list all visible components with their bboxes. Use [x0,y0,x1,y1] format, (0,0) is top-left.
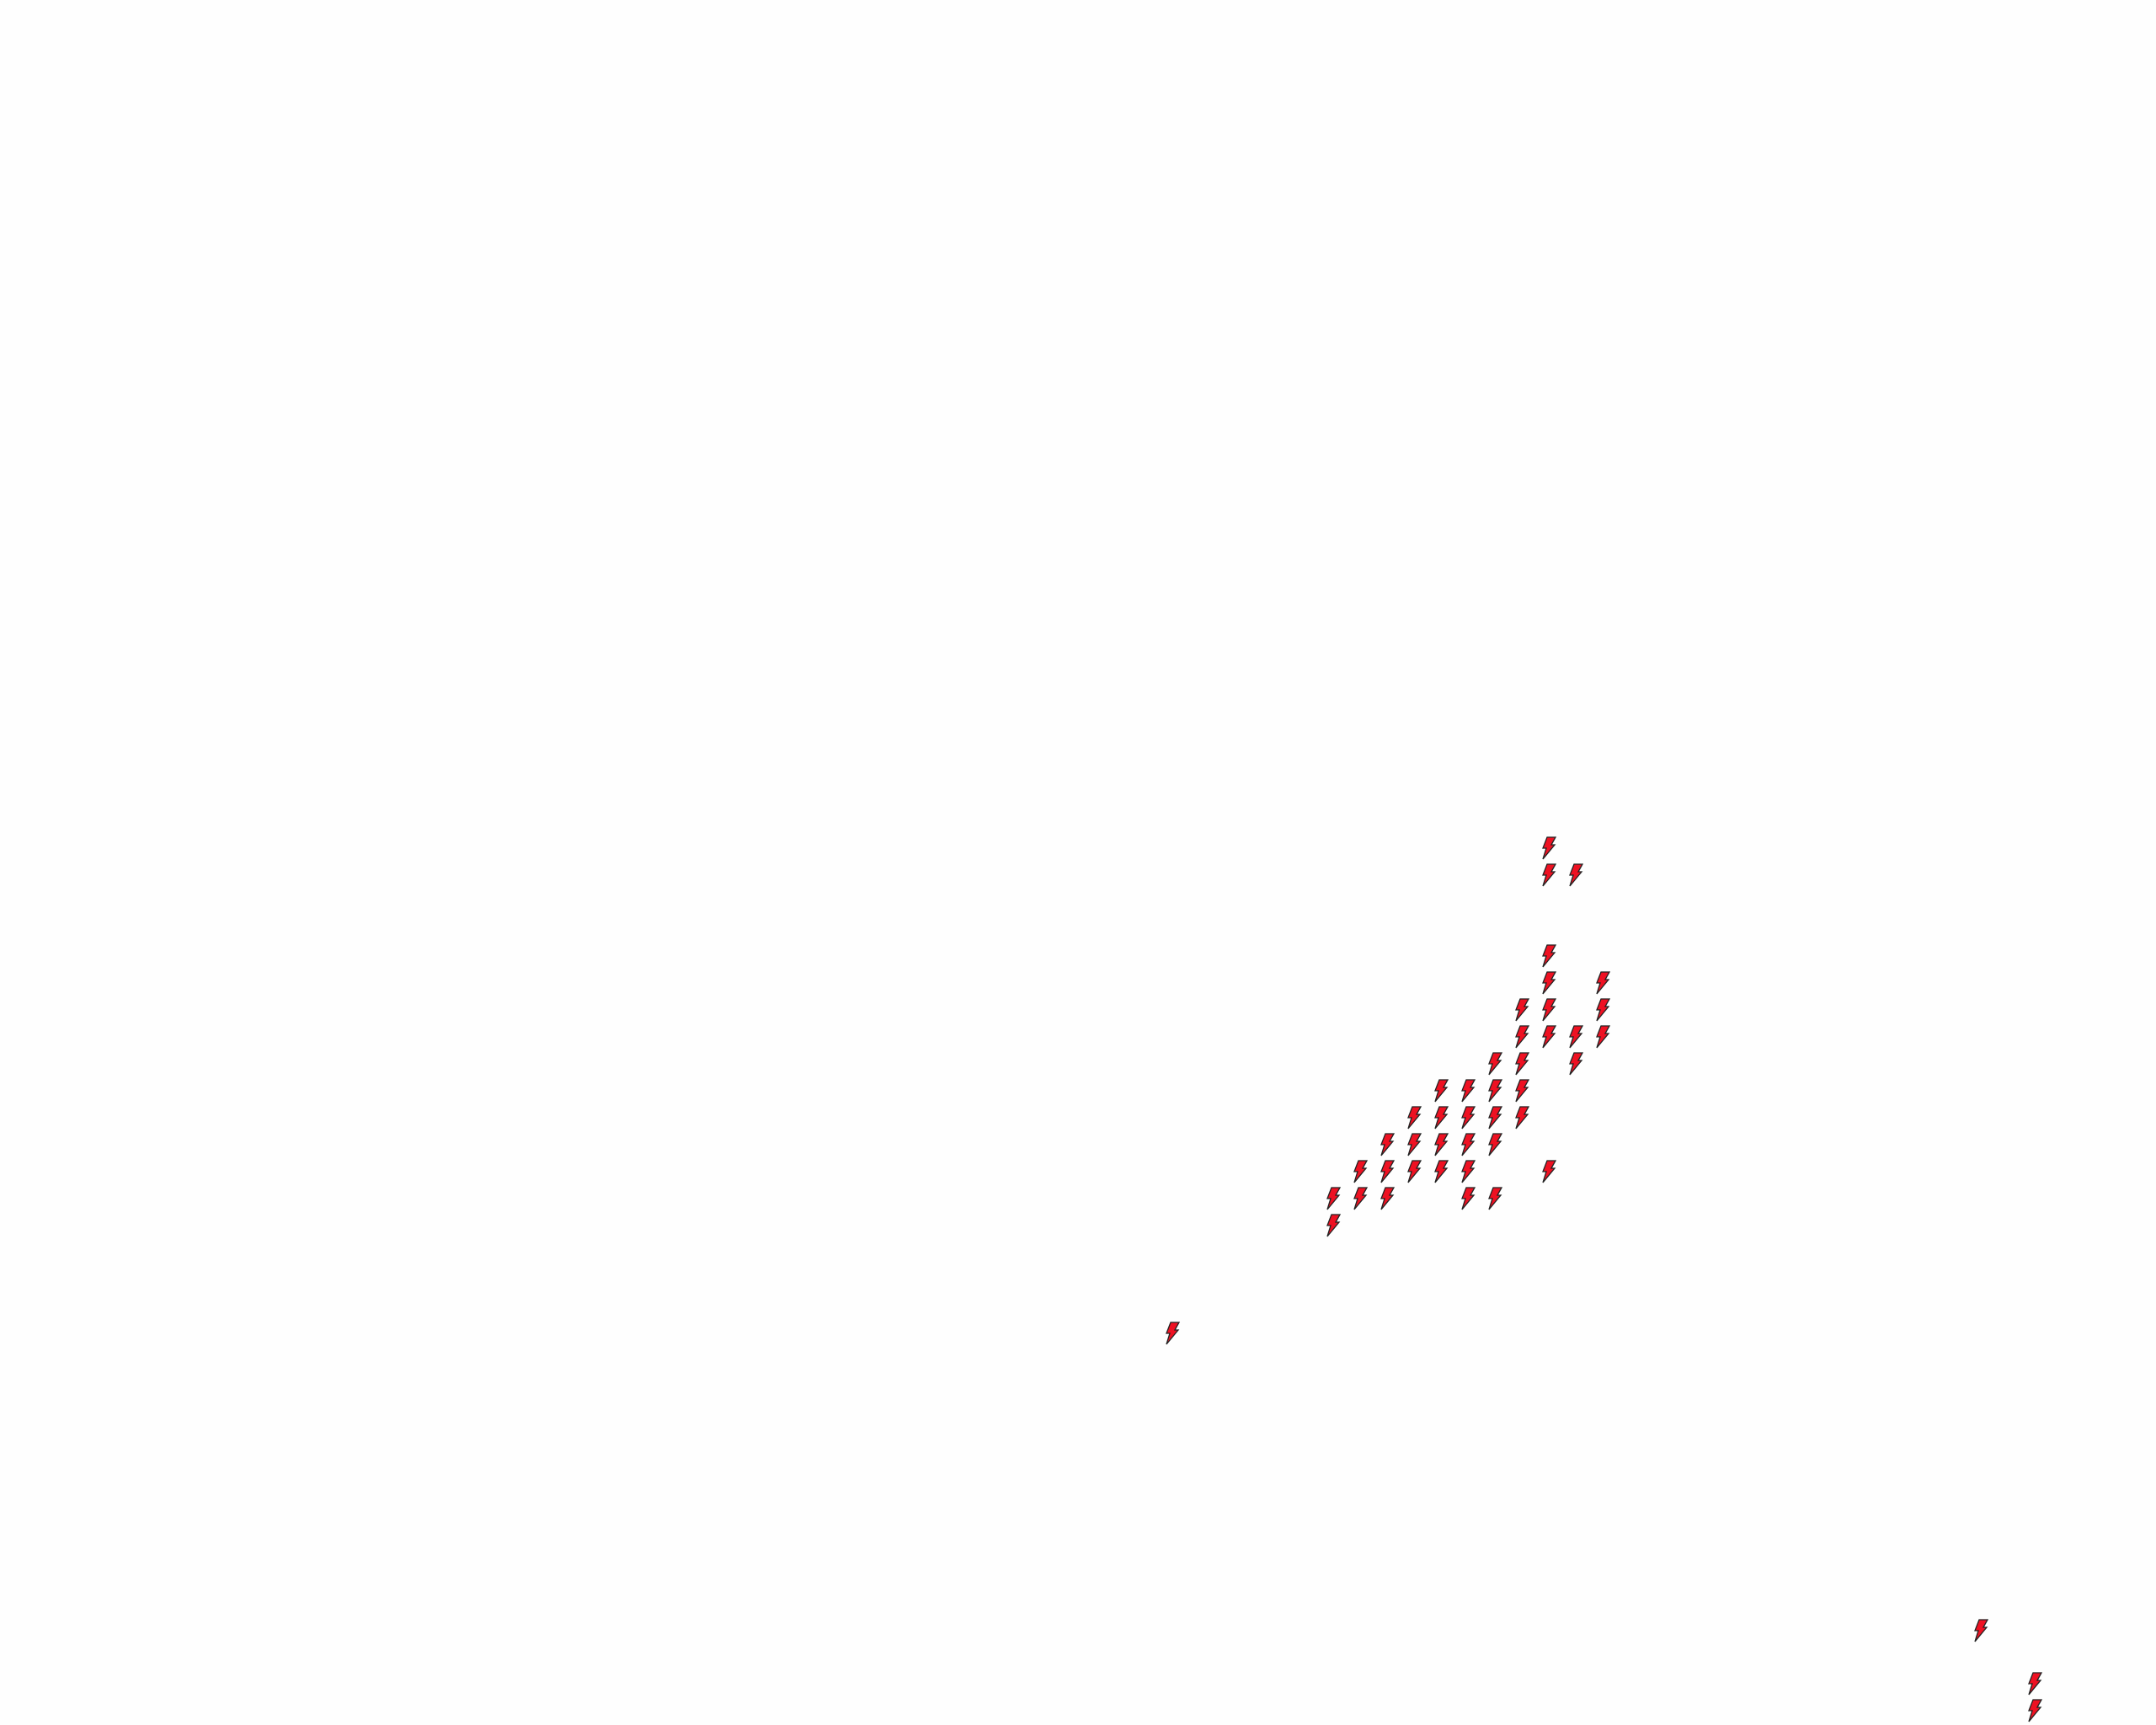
lightning-marker[interactable] [1406,1160,1422,1183]
lightning-marker[interactable] [1513,1052,1530,1076]
lightning-marker[interactable] [1540,944,1557,968]
lightning-bolt-icon [1434,1133,1449,1156]
lightning-bolt-icon [1542,1025,1557,1049]
lightning-bolt-icon [1407,1160,1422,1183]
lightning-bolt-icon [1542,863,1557,887]
lightning-bolt-icon [1434,1079,1449,1103]
lightning-marker[interactable] [1433,1133,1449,1156]
lightning-marker[interactable] [1379,1160,1396,1183]
lightning-marker[interactable] [1972,1619,1989,1642]
lightning-bolt-icon [2028,1672,2043,1696]
lightning-marker[interactable] [1567,863,1584,887]
lightning-marker[interactable] [1540,1025,1557,1049]
lightning-marker[interactable] [1433,1079,1449,1103]
lightning-bolt-icon [1515,1052,1530,1076]
lightning-marker[interactable] [1433,1160,1449,1183]
lightning-bolt-icon [1461,1133,1476,1156]
lightning-marker[interactable] [1460,1187,1476,1210]
lightning-bolt-icon [1461,1079,1476,1103]
lightning-marker[interactable] [1540,863,1557,887]
lightning-marker[interactable] [1594,971,1611,995]
lightning-bolt-icon [1461,1160,1476,1183]
lightning-bolt-icon [1380,1160,1396,1183]
lightning-marker[interactable] [1540,1160,1557,1183]
lightning-marker[interactable] [2026,1699,2043,1722]
lightning-marker[interactable] [1433,1106,1449,1130]
lightning-bolt-icon [1515,998,1530,1022]
lightning-marker[interactable] [1352,1160,1369,1183]
lightning-bolt-icon [1166,1322,1181,1345]
lightning-marker[interactable] [2026,1672,2043,1696]
lightning-marker[interactable] [1540,998,1557,1022]
lightning-bolt-icon [1434,1106,1449,1130]
lightning-marker[interactable] [1325,1214,1342,1237]
lightning-bolt-icon [1488,1106,1503,1130]
lightning-bolt-icon [1461,1187,1476,1210]
lightning-marker[interactable] [1513,1079,1530,1103]
lightning-marker[interactable] [1594,1025,1611,1049]
lightning-bolt-icon [1353,1187,1369,1210]
lightning-bolt-icon [1380,1187,1396,1210]
lightning-bolt-icon [1596,1025,1611,1049]
lightning-marker[interactable] [1540,971,1557,995]
lightning-bolt-icon [1488,1052,1503,1076]
lightning-bolt-icon [1326,1214,1342,1237]
lightning-bolt-icon [1515,1079,1530,1103]
lightning-bolt-icon [1488,1133,1503,1156]
lightning-marker[interactable] [1486,1079,1503,1103]
lightning-marker[interactable] [1460,1160,1476,1183]
lightning-marker[interactable] [1325,1187,1342,1210]
lightning-marker[interactable] [1379,1133,1396,1156]
lightning-bolt-icon [1974,1619,1989,1642]
lightning-bolt-icon [1542,971,1557,995]
lightning-bolt-icon [1569,1052,1584,1076]
lightning-marker[interactable] [1513,1025,1530,1049]
lightning-bolt-icon [1326,1187,1342,1210]
lightning-marker[interactable] [1164,1322,1181,1345]
lightning-bolt-icon [2028,1699,2043,1722]
lightning-bolt-icon [1542,944,1557,968]
lightning-marker[interactable] [1567,1052,1584,1076]
lightning-bolt-icon [1407,1106,1422,1130]
lightning-marker[interactable] [1352,1187,1369,1210]
lightning-bolt-icon [1407,1133,1422,1156]
lightning-marker[interactable] [1486,1052,1503,1076]
lightning-marker[interactable] [1513,998,1530,1022]
lightning-bolt-icon [1353,1160,1369,1183]
lightning-marker[interactable] [1486,1187,1503,1210]
lightning-marker[interactable] [1406,1133,1422,1156]
lightning-bolt-icon [1542,1160,1557,1183]
lightning-bolt-icon [1596,998,1611,1022]
lightning-bolt-icon [1461,1106,1476,1130]
lightning-marker[interactable] [1486,1133,1503,1156]
lightning-bolt-icon [1488,1079,1503,1103]
lightning-marker[interactable] [1567,1025,1584,1049]
lightning-marker[interactable] [1594,998,1611,1022]
lightning-bolt-icon [1515,1025,1530,1049]
lightning-marker[interactable] [1540,836,1557,860]
lightning-marker[interactable] [1486,1106,1503,1130]
lightning-bolt-icon [1515,1106,1530,1130]
lightning-bolt-icon [1380,1133,1396,1156]
lightning-marker[interactable] [1460,1106,1476,1130]
lightning-bolt-icon [1542,998,1557,1022]
lightning-bolt-icon [1596,971,1611,995]
lightning-bolt-icon [1488,1187,1503,1210]
lightning-bolt-icon [1569,863,1584,887]
lightning-marker[interactable] [1513,1106,1530,1130]
lightning-bolt-icon [1434,1160,1449,1183]
lightning-marker[interactable] [1460,1079,1476,1103]
lightning-marker[interactable] [1406,1106,1422,1130]
lightning-bolt-icon [1542,836,1557,860]
lightning-bolt-icon [1569,1025,1584,1049]
lightning-marker[interactable] [1460,1133,1476,1156]
lightning-marker[interactable] [1379,1187,1396,1210]
